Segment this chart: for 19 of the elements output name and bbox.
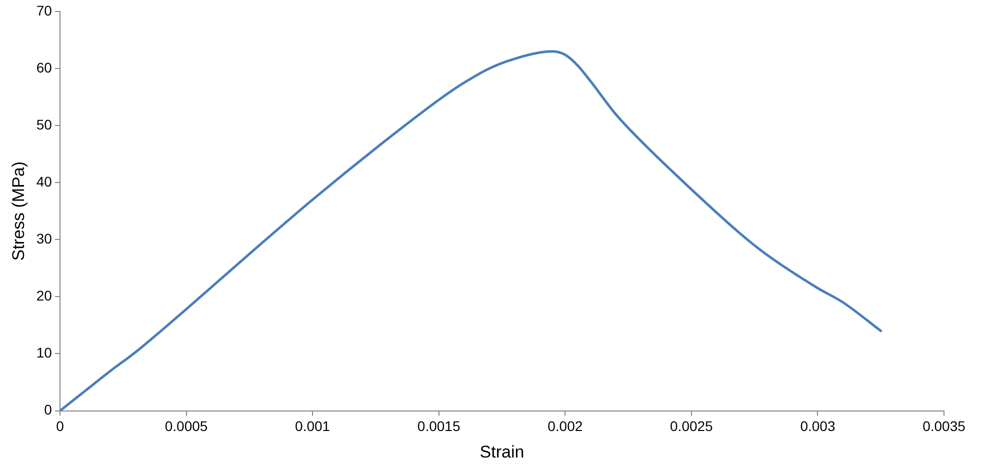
y-tick-label: 60	[36, 59, 52, 76]
x-tick-label: 0.003	[800, 418, 836, 434]
x-axis-title: Strain	[480, 442, 524, 462]
y-tick-label: 20	[36, 288, 52, 304]
line-series	[60, 50, 882, 411]
y-axis-title: Stress (MPa)	[8, 162, 28, 261]
x-tick-label: 0.0035	[922, 418, 966, 434]
x-tick-label: 0.002	[548, 418, 583, 434]
x-tick-label: 0.0015	[417, 418, 460, 434]
x-tick-label: 0.0005	[164, 418, 208, 434]
y-tick-label: 70	[36, 2, 52, 18]
y-tick-label: 30	[36, 230, 52, 246]
x-tick-label: 0	[56, 418, 64, 434]
y-tick-label: 50	[36, 116, 52, 132]
x-tick-label: 0.001	[295, 418, 330, 434]
y-tick-label: 0	[44, 402, 52, 418]
y-tick-label: 40	[36, 173, 52, 190]
y-tick-label: 10	[36, 344, 52, 361]
x-tick-label: 0.0025	[670, 418, 714, 434]
